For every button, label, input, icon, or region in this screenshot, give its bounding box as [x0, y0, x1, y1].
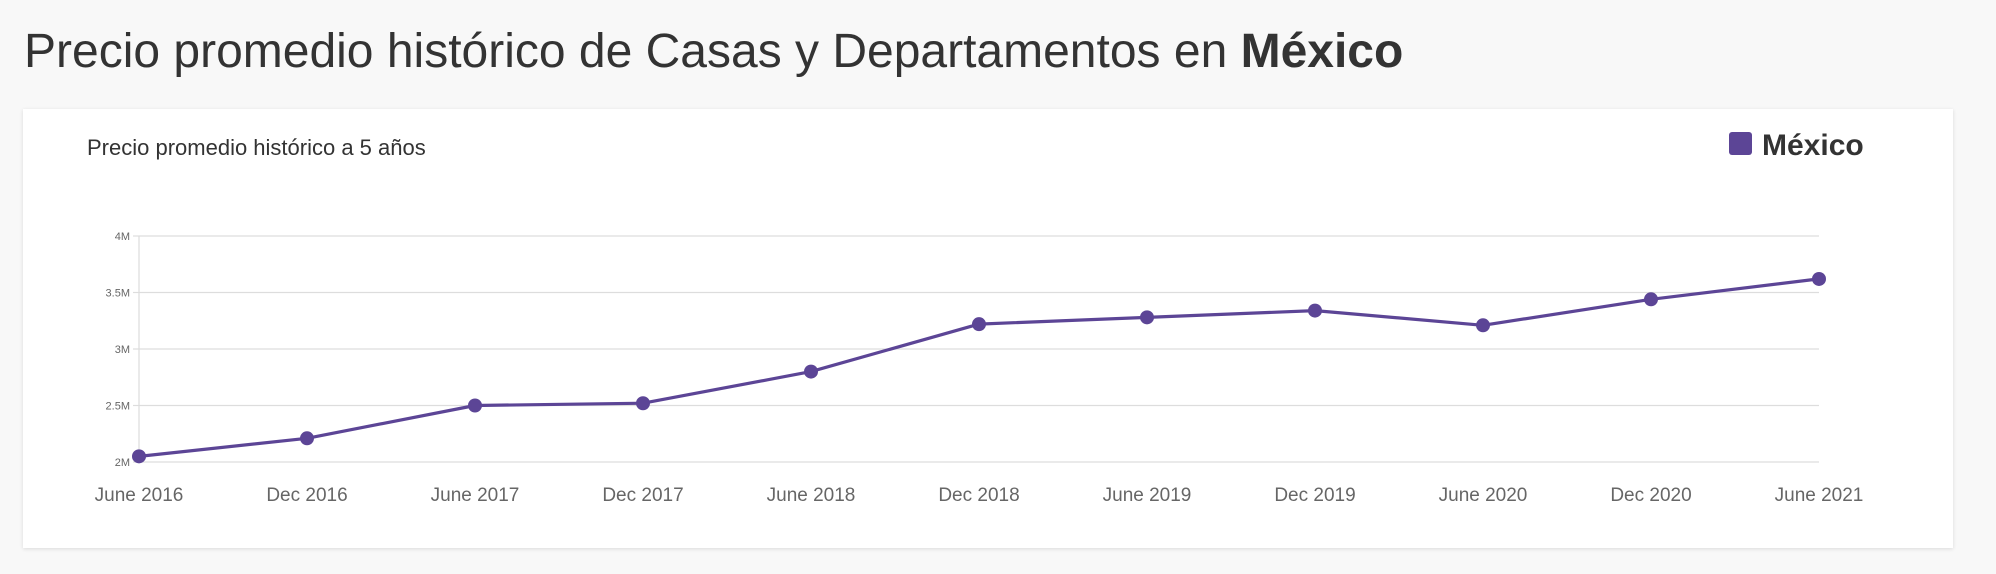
data-point[interactable] [804, 364, 818, 379]
x-tick-label: Dec 2019 [1274, 485, 1355, 506]
y-tick-label: 4M [115, 231, 130, 243]
x-tick-label: Dec 2020 [1610, 485, 1691, 506]
x-axis-ticks: June 2016 Dec 2016 June 2017 Dec 2017 June 2… [95, 485, 1864, 506]
x-tick-label: Dec 2018 [938, 485, 1019, 506]
y-axis-ticks: 2M 2.5M 3M 3.5M 4M [106, 231, 139, 469]
data-point[interactable] [636, 396, 650, 411]
data-point[interactable] [1140, 310, 1154, 325]
y-tick-label: 3.5M [106, 288, 130, 300]
series-line-layer [137, 277, 1821, 458]
chart-card: Precio promedio histórico a 5 años Méxic… [23, 109, 1953, 548]
page-title-location: México [1240, 25, 1404, 78]
x-tick-label: June 2017 [431, 485, 520, 506]
y-tick-label: 3M [115, 344, 130, 356]
series-line [137, 277, 1821, 458]
legend-swatch [1729, 132, 1752, 155]
legend-label: México [1762, 129, 1864, 162]
data-point[interactable] [972, 317, 986, 332]
x-tick-label: June 2021 [1775, 485, 1864, 506]
data-point[interactable] [468, 398, 482, 413]
line-chart: Precio promedio histórico a 5 años Méxic… [87, 129, 1864, 506]
page-title-prefix: Precio promedio histórico de Casas y Dep… [24, 25, 1241, 78]
grid-lines [139, 235, 1819, 463]
x-tick-label: Dec 2017 [602, 485, 683, 506]
series-points [132, 271, 1826, 464]
y-tick-label: 2M [115, 457, 130, 469]
y-tick-label: 2.5M [106, 401, 130, 413]
data-point[interactable] [1476, 318, 1490, 333]
data-point[interactable] [1644, 292, 1658, 307]
data-point[interactable] [132, 449, 146, 464]
legend[interactable]: México [1729, 129, 1864, 162]
x-tick-label: June 2020 [1439, 485, 1528, 506]
x-tick-label: June 2018 [767, 485, 856, 506]
page-title: Precio promedio histórico de Casas y Dep… [24, 22, 1403, 82]
data-point[interactable] [1812, 271, 1826, 286]
x-tick-label: Dec 2016 [266, 485, 347, 506]
chart-subtitle: Precio promedio histórico a 5 años [87, 135, 426, 160]
x-tick-label: June 2019 [1103, 485, 1192, 506]
data-point[interactable] [1308, 303, 1322, 318]
data-point[interactable] [300, 431, 314, 446]
x-tick-label: June 2016 [95, 485, 184, 506]
